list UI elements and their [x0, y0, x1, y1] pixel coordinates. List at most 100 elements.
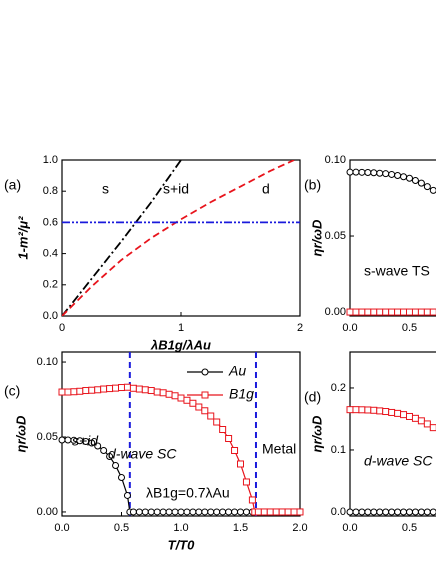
y-tick-label: 0.1	[331, 444, 346, 456]
x-tick-label: 0.0	[342, 322, 357, 334]
annotation: s+id	[72, 433, 99, 449]
data-point	[417, 508, 425, 516]
annotation: d-wave SC	[364, 453, 433, 469]
y-tick-label: 0.6	[43, 216, 58, 228]
data-point	[400, 308, 408, 316]
x-tick-label: 1.0	[173, 522, 188, 534]
data-point	[141, 508, 149, 516]
y-tick-label: 0.4	[43, 248, 58, 260]
data-point	[358, 308, 366, 316]
data-point	[106, 452, 114, 460]
data-point	[296, 508, 304, 516]
data-point	[237, 460, 244, 468]
data-point	[406, 508, 413, 516]
y-axis-label: ηr/ωD	[309, 219, 324, 256]
data-point	[411, 508, 419, 516]
data-point	[76, 387, 84, 395]
data-point	[207, 508, 215, 516]
data-point	[429, 424, 436, 432]
data-point	[352, 508, 360, 516]
data-point	[394, 508, 402, 516]
data-point	[118, 473, 125, 481]
data-point	[423, 183, 431, 191]
data-point	[171, 508, 179, 516]
data-point	[177, 508, 185, 516]
data-point	[364, 508, 372, 516]
data-point	[195, 403, 203, 411]
data-point	[376, 407, 384, 415]
data-point	[183, 396, 191, 404]
x-tick-label: 0.0	[54, 522, 69, 534]
data-point	[237, 508, 244, 516]
data-point	[195, 508, 203, 516]
data-point	[364, 168, 372, 176]
data-point	[135, 385, 143, 393]
annotation: s-wave TS	[364, 263, 430, 279]
panel-label: (b)	[304, 177, 321, 193]
panel-label: (d)	[304, 389, 321, 405]
data-point	[388, 508, 396, 516]
data-point	[207, 412, 215, 420]
panel-label: (a)	[4, 177, 21, 193]
x-tick-label: 0	[59, 322, 65, 334]
data-point	[394, 308, 402, 316]
y-tick-label: 0.2	[331, 382, 346, 394]
data-point	[346, 168, 354, 176]
data-point	[248, 496, 256, 504]
legend-label: B1g	[229, 386, 254, 402]
data-point	[112, 384, 120, 392]
data-point	[183, 508, 191, 516]
legend-label: Au	[228, 363, 246, 379]
plot-frame	[349, 159, 436, 317]
data-point	[266, 508, 274, 516]
y-tick-label: 0.8	[43, 185, 58, 197]
data-point	[406, 174, 413, 182]
y-axis-label: ηr/ωD	[309, 415, 324, 452]
annotation: d	[262, 181, 270, 197]
data-point	[141, 386, 149, 394]
data-point	[352, 308, 360, 316]
data-point	[94, 442, 102, 450]
data-point	[388, 308, 396, 316]
data-point	[417, 308, 425, 316]
x-tick-label: 1.5	[233, 522, 248, 534]
data-point	[358, 508, 366, 516]
y-axis-label: 1-m²/μ²	[15, 216, 30, 260]
data-point	[242, 478, 250, 486]
data-point	[189, 508, 197, 516]
data-point	[400, 173, 408, 181]
data-point	[423, 508, 431, 516]
x-tick-label: 2.0	[292, 522, 307, 534]
data-point	[70, 388, 78, 396]
data-point	[364, 406, 372, 414]
y-tick-label: 0.2	[43, 279, 58, 291]
data-point	[225, 508, 233, 516]
data-point	[376, 169, 384, 177]
data-point	[376, 508, 384, 516]
data-point	[382, 508, 390, 516]
data-point	[370, 508, 378, 516]
plot-frame	[349, 351, 436, 517]
data-point	[406, 412, 413, 420]
data-point	[231, 508, 239, 516]
data-point	[100, 385, 108, 393]
series-line	[62, 160, 295, 316]
data-point	[364, 308, 372, 316]
legend-marker	[201, 391, 209, 399]
data-point	[123, 383, 131, 391]
panel-label: (c)	[4, 383, 20, 399]
data-point	[177, 394, 185, 402]
data-point	[388, 170, 396, 178]
data-point	[406, 308, 413, 316]
data-point	[219, 426, 227, 434]
y-tick-label: 0.00	[37, 506, 58, 518]
x-tick-label: 0.5	[114, 522, 129, 534]
data-point	[153, 508, 161, 516]
legend-marker	[201, 368, 209, 376]
data-point	[429, 508, 436, 516]
data-point	[423, 420, 431, 428]
data-point	[165, 508, 173, 516]
series-line	[62, 160, 182, 316]
